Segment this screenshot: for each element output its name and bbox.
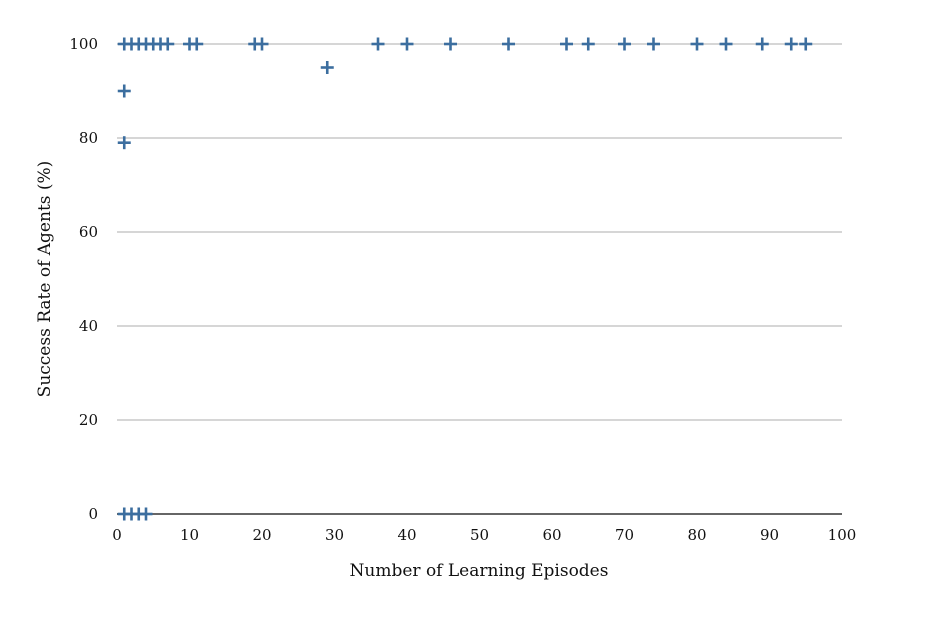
data-point: [799, 37, 813, 51]
data-point: [400, 37, 414, 51]
data-point: [190, 37, 204, 51]
x-axis-title: Number of Learning Episodes: [350, 561, 609, 581]
data-point: [755, 37, 769, 51]
x-tick-label: 70: [615, 526, 634, 544]
data-point: [255, 37, 269, 51]
y-tick-label: 20: [79, 411, 98, 429]
data-point: [719, 37, 733, 51]
x-tick-label: 20: [252, 526, 271, 544]
data-points: [117, 37, 813, 521]
y-tick-label: 80: [79, 129, 98, 147]
x-tick-label: 80: [687, 526, 706, 544]
y-tick-label: 40: [79, 317, 98, 335]
data-point: [371, 37, 385, 51]
x-tick-label: 0: [112, 526, 122, 544]
data-point: [444, 37, 457, 51]
data-point: [502, 37, 515, 51]
gridlines: [117, 43, 842, 515]
x-tick-label: 90: [760, 526, 779, 544]
x-tick-label: 60: [542, 526, 561, 544]
data-point: [560, 37, 573, 51]
x-tick-label: 50: [470, 526, 489, 544]
y-tick-label: 0: [88, 505, 98, 523]
x-axis-ticks: 0 10 20 30 40 50 60 70 80 90 100: [112, 526, 856, 544]
data-point: [618, 37, 631, 51]
data-point: [784, 37, 798, 51]
x-tick-label: 100: [828, 526, 857, 544]
x-tick-label: 40: [397, 526, 416, 544]
data-point: [139, 507, 153, 521]
y-tick-label: 60: [79, 223, 98, 241]
data-point: [117, 136, 131, 150]
y-axis-title: Success Rate of Agents (%): [35, 161, 55, 398]
data-point: [581, 37, 595, 51]
data-point: [161, 37, 175, 51]
x-tick-label: 30: [325, 526, 344, 544]
data-point: [117, 84, 131, 98]
data-point: [320, 61, 334, 74]
x-tick-label: 10: [180, 526, 199, 544]
data-point: [647, 37, 660, 51]
y-axis-ticks: 0 20 40 60 80 100: [69, 35, 98, 523]
y-tick-label: 100: [69, 35, 98, 53]
data-point: [690, 37, 704, 51]
